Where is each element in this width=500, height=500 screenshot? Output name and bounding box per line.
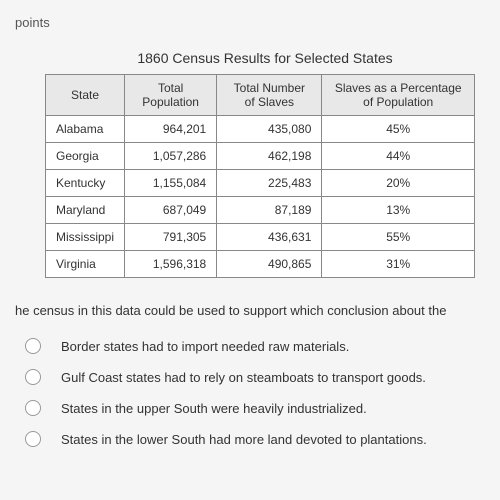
radio-icon[interactable]	[25, 369, 41, 385]
cell-percentage: 31%	[322, 251, 475, 278]
points-label: points	[15, 15, 485, 30]
cell-slaves: 490,865	[217, 251, 322, 278]
cell-population: 687,049	[125, 197, 217, 224]
cell-slaves: 87,189	[217, 197, 322, 224]
cell-population: 1,155,084	[125, 170, 217, 197]
table-row: Kentucky 1,155,084 225,483 20%	[46, 170, 475, 197]
table-row: Georgia 1,057,286 462,198 44%	[46, 143, 475, 170]
cell-slaves: 435,080	[217, 116, 322, 143]
table-header-row: State Total Population Total Number of S…	[46, 75, 475, 116]
col-slaves: Total Number of Slaves	[217, 75, 322, 116]
cell-state: Mississippi	[46, 224, 125, 251]
cell-percentage: 45%	[322, 116, 475, 143]
cell-percentage: 20%	[322, 170, 475, 197]
option-text: States in the lower South had more land …	[61, 432, 427, 447]
cell-population: 1,596,318	[125, 251, 217, 278]
table-row: Alabama 964,201 435,080 45%	[46, 116, 475, 143]
option-a[interactable]: Border states had to import needed raw m…	[25, 338, 485, 354]
cell-state: Georgia	[46, 143, 125, 170]
cell-population: 791,305	[125, 224, 217, 251]
col-state: State	[46, 75, 125, 116]
cell-population: 964,201	[125, 116, 217, 143]
question-text: he census in this data could be used to …	[15, 303, 485, 318]
table-container: 1860 Census Results for Selected States …	[45, 50, 485, 278]
cell-state: Alabama	[46, 116, 125, 143]
cell-state: Kentucky	[46, 170, 125, 197]
table-row: Virginia 1,596,318 490,865 31%	[46, 251, 475, 278]
option-c[interactable]: States in the upper South were heavily i…	[25, 400, 485, 416]
col-percentage: Slaves as a Percentage of Population	[322, 75, 475, 116]
cell-percentage: 44%	[322, 143, 475, 170]
option-text: Border states had to import needed raw m…	[61, 339, 349, 354]
cell-percentage: 55%	[322, 224, 475, 251]
cell-population: 1,057,286	[125, 143, 217, 170]
table-row: Maryland 687,049 87,189 13%	[46, 197, 475, 224]
option-text: Gulf Coast states had to rely on steambo…	[61, 370, 426, 385]
cell-slaves: 225,483	[217, 170, 322, 197]
radio-icon[interactable]	[25, 431, 41, 447]
cell-percentage: 13%	[322, 197, 475, 224]
col-population: Total Population	[125, 75, 217, 116]
table-title: 1860 Census Results for Selected States	[45, 50, 485, 66]
census-table: State Total Population Total Number of S…	[45, 74, 475, 278]
cell-state: Maryland	[46, 197, 125, 224]
cell-state: Virginia	[46, 251, 125, 278]
table-row: Mississippi 791,305 436,631 55%	[46, 224, 475, 251]
cell-slaves: 436,631	[217, 224, 322, 251]
cell-slaves: 462,198	[217, 143, 322, 170]
option-b[interactable]: Gulf Coast states had to rely on steambo…	[25, 369, 485, 385]
option-text: States in the upper South were heavily i…	[61, 401, 367, 416]
option-d[interactable]: States in the lower South had more land …	[25, 431, 485, 447]
radio-icon[interactable]	[25, 400, 41, 416]
options-container: Border states had to import needed raw m…	[25, 338, 485, 447]
radio-icon[interactable]	[25, 338, 41, 354]
